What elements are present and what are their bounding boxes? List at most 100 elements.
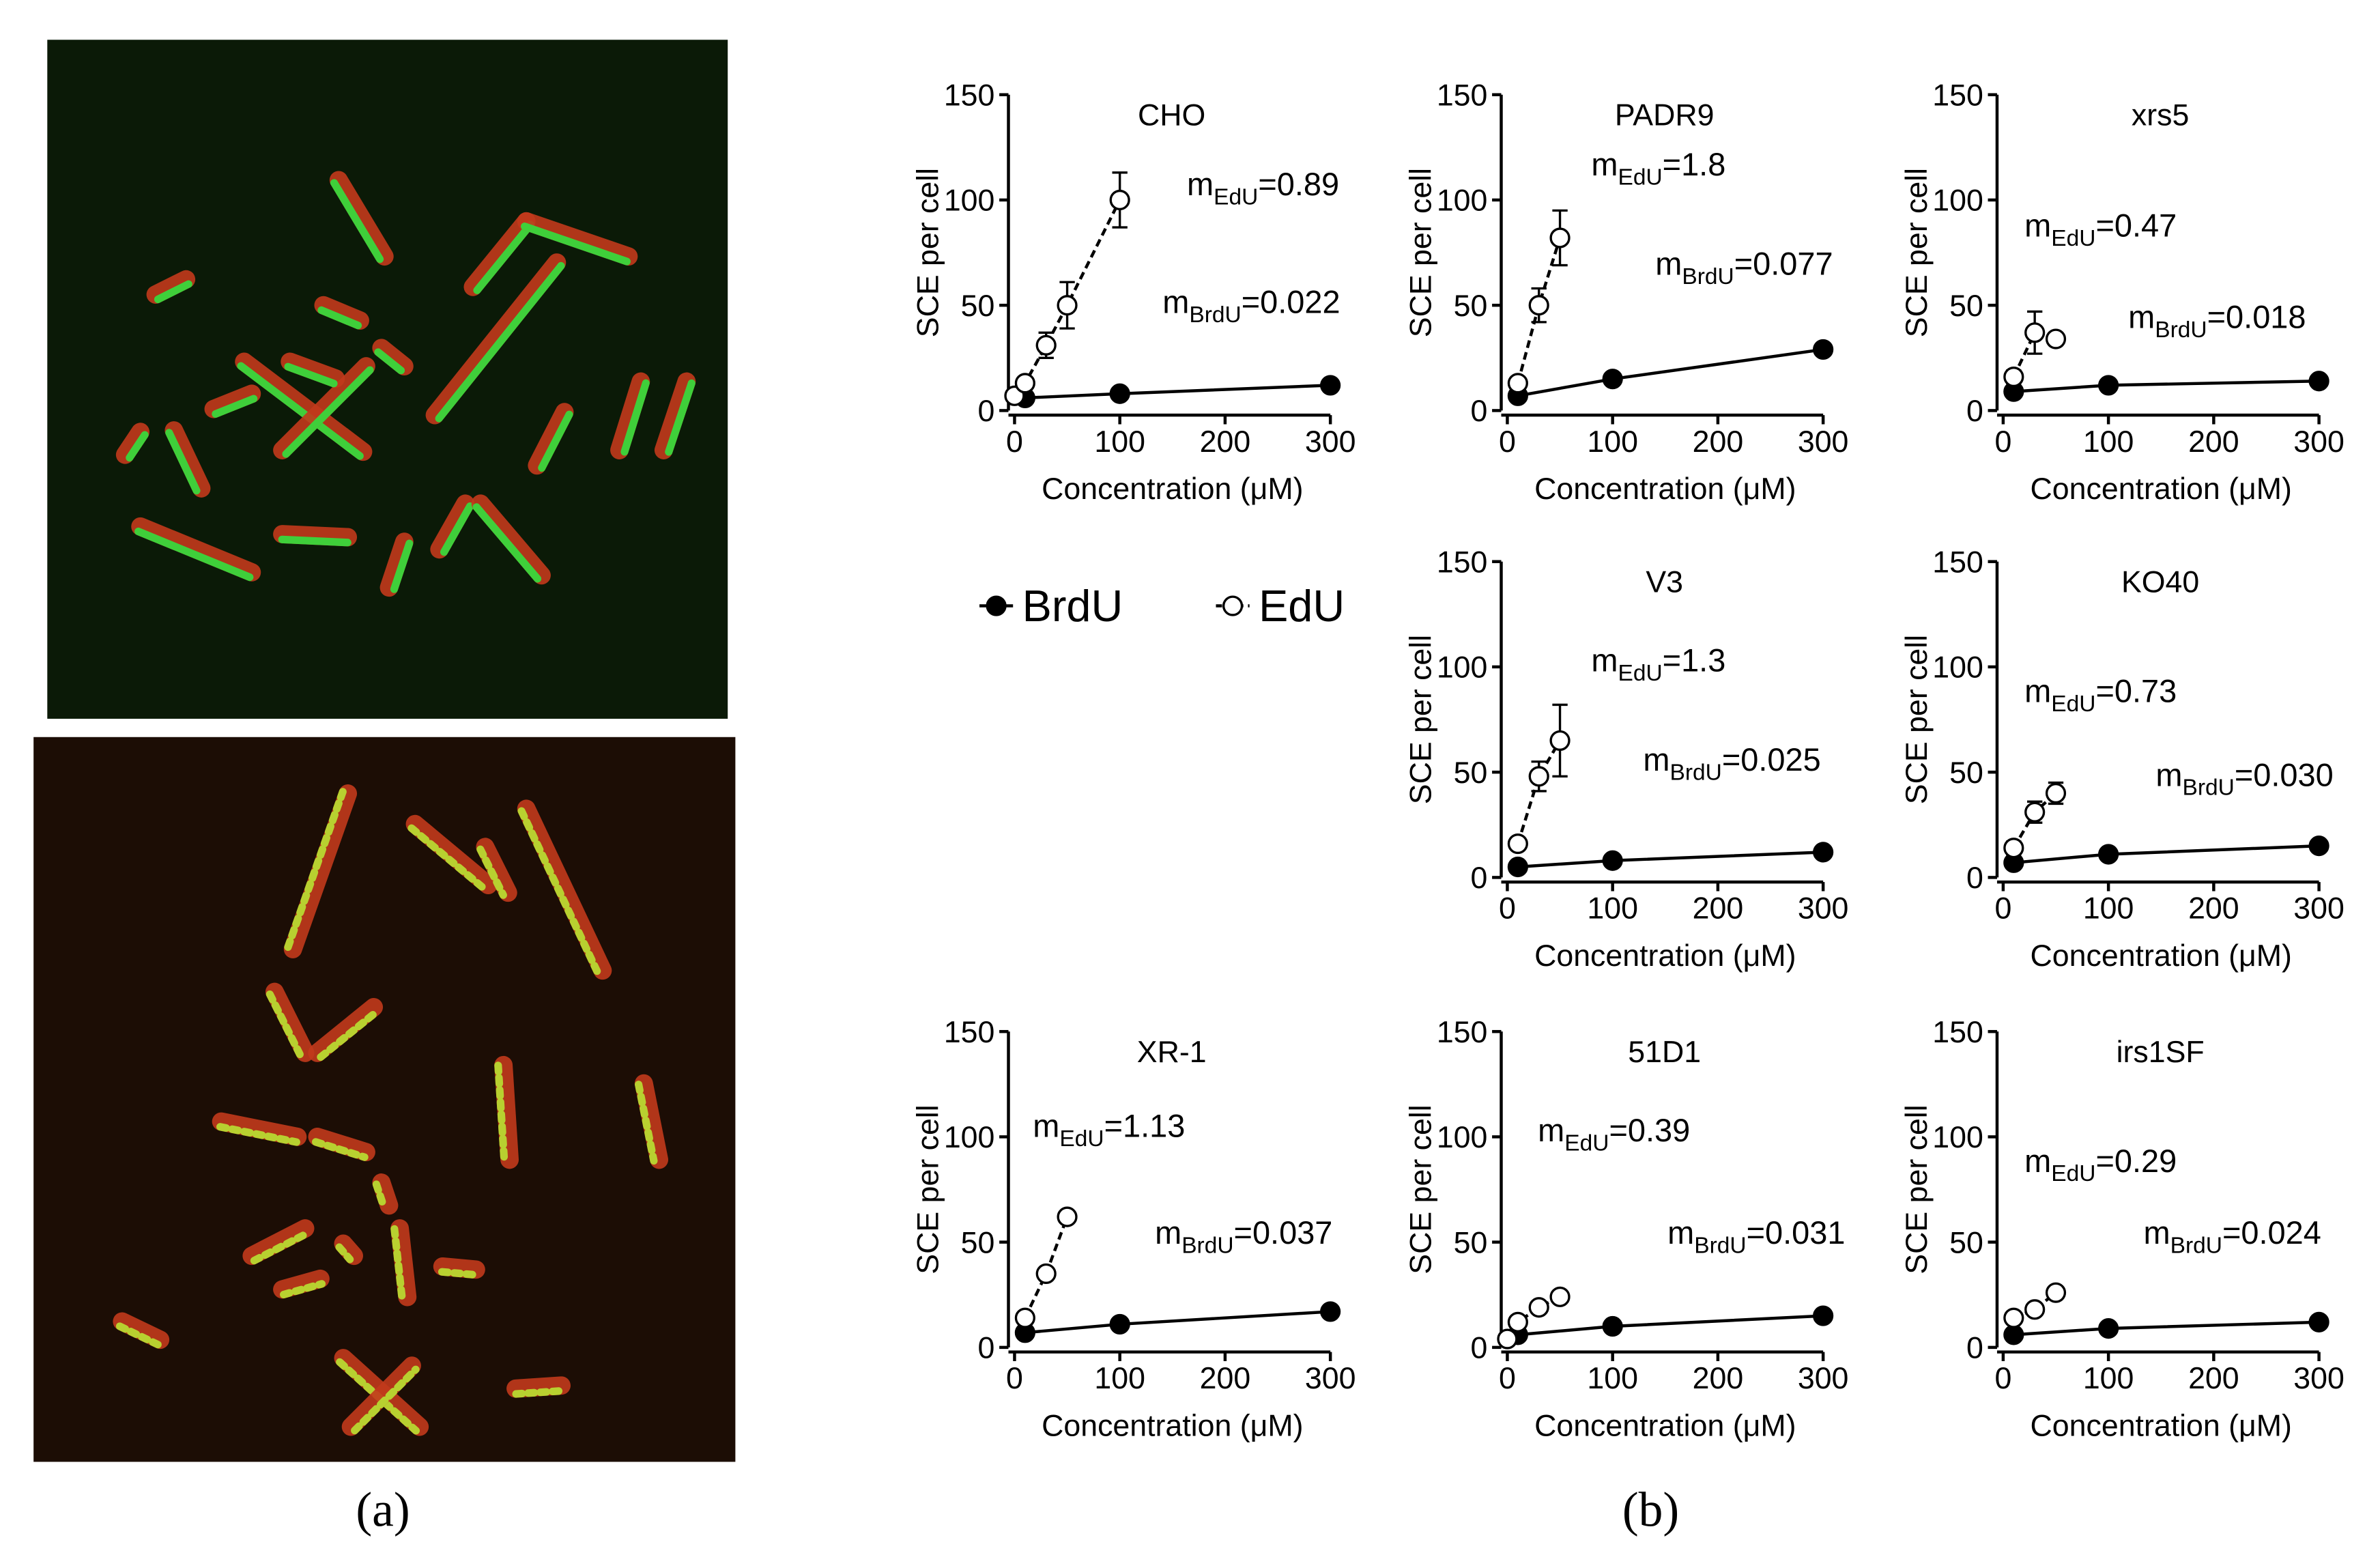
- x-axis-label: Concentration (μM): [2031, 472, 2292, 506]
- chromosome: [131, 517, 261, 582]
- y-tick-label: 150: [1932, 545, 1983, 579]
- chromosome: [265, 982, 315, 1062]
- chromatid: [435, 261, 565, 423]
- y-tick-label: 50: [1949, 289, 1983, 323]
- x-tick-label: 100: [2083, 425, 2134, 459]
- x-axis-label: Concentration (μM): [1534, 472, 1796, 506]
- data-point: [1320, 1301, 1341, 1322]
- chromatid: [635, 1081, 658, 1165]
- x-tick-label: 300: [2293, 1362, 2345, 1395]
- slope-symbol: m: [1591, 643, 1618, 679]
- series-line: [2013, 844, 2319, 865]
- series-line: [1024, 1310, 1331, 1335]
- x-tick-label: 0: [1994, 892, 2011, 926]
- x-axis-label: Concentration (μM): [1042, 472, 1303, 506]
- x-tick-label: 200: [1693, 1362, 1744, 1395]
- chromatid: [154, 280, 192, 304]
- y-tick-label: 0: [1471, 395, 1488, 428]
- x-tick-label: 300: [1798, 1362, 1849, 1395]
- data-point: [1528, 766, 1549, 787]
- data-point: [1528, 1297, 1549, 1318]
- y-tick-label: 100: [1437, 184, 1488, 218]
- slope-value: =0.018: [2207, 300, 2306, 335]
- chromatid: [284, 788, 347, 952]
- chromosomes: [113, 171, 696, 1436]
- x-tick-label: 300: [1305, 425, 1356, 459]
- chromatid: [390, 539, 414, 593]
- x-tick-label: 100: [2083, 1362, 2134, 1395]
- slope-symbol: m: [2155, 757, 2182, 793]
- y-tick-label: 0: [1966, 1332, 1983, 1365]
- slope-label: mBrdU=0.024: [2144, 1215, 2321, 1258]
- y-tick-label: 0: [978, 1332, 995, 1365]
- y-tick-label: 0: [1966, 861, 1983, 895]
- chromosome: [308, 1127, 375, 1162]
- slope-value: =0.39: [1609, 1113, 1690, 1148]
- y-tick-label: 0: [978, 395, 995, 428]
- slope-value: =0.89: [1258, 167, 1339, 202]
- series-line: [1517, 347, 1824, 398]
- micrograph-top: [47, 40, 728, 719]
- slope-symbol: m: [2024, 1143, 2051, 1179]
- x-tick-label: 100: [1587, 1362, 1638, 1395]
- slope-value: =0.47: [2095, 208, 2177, 244]
- data-point: [2098, 1318, 2119, 1339]
- chromosome: [390, 1219, 417, 1307]
- data-point: [1549, 1286, 1571, 1307]
- chromosome: [430, 494, 475, 559]
- x-tick-label: 300: [2293, 892, 2345, 926]
- data-point: [2024, 322, 2046, 343]
- chromatid: [407, 824, 489, 894]
- chromosome: [471, 494, 551, 585]
- slope-value: =0.29: [2095, 1143, 2177, 1179]
- y-tick-label: 100: [1437, 651, 1488, 685]
- data-point: [2045, 328, 2067, 349]
- slope-symbol: m: [1033, 1108, 1059, 1143]
- chromosome: [517, 799, 612, 980]
- x-tick-label: 200: [2188, 892, 2239, 926]
- slope-symbol: m: [1667, 1215, 1694, 1251]
- y-tick-label: 50: [1949, 756, 1983, 790]
- slope-value: =0.037: [1234, 1215, 1333, 1251]
- slope-symbol: m: [1155, 1215, 1181, 1251]
- data-point: [2098, 844, 2119, 865]
- slope-subscript: EdU: [2051, 691, 2095, 717]
- chromatid: [280, 1280, 326, 1299]
- panel-label: (a): [356, 1483, 410, 1537]
- chromosome: [329, 171, 394, 266]
- chromosome: [610, 372, 650, 459]
- legend-marker: [986, 595, 1007, 616]
- y-axis-label: SCE per cell: [1900, 168, 1934, 337]
- x-axis-label: Concentration (μM): [1042, 1410, 1303, 1443]
- x-tick-label: 0: [1006, 425, 1023, 459]
- x-tick-label: 200: [2188, 1362, 2239, 1395]
- chromosome: [463, 212, 536, 296]
- data-point: [2003, 366, 2024, 388]
- data-point: [2024, 801, 2046, 823]
- slope-subscript: BrdU: [1669, 760, 1721, 785]
- slope-symbol: m: [2024, 673, 2051, 709]
- chromatid: [521, 223, 631, 266]
- x-tick-label: 0: [1499, 425, 1516, 459]
- data-point: [1528, 295, 1549, 316]
- y-tick-label: 0: [1966, 395, 1983, 428]
- chromosome: [113, 1312, 170, 1350]
- y-axis-label: SCE per cell: [1405, 635, 1438, 804]
- chromosome: [212, 1112, 307, 1146]
- slope-label: mBrdU=0.037: [1155, 1215, 1332, 1258]
- slope-subscript: EdU: [1059, 1126, 1104, 1152]
- slope-subscript: BrdU: [2155, 317, 2207, 343]
- slope-value: =1.13: [1104, 1108, 1186, 1143]
- chart-title: xrs5: [2132, 98, 2189, 132]
- x-tick-label: 100: [2083, 892, 2134, 926]
- slope-label: mEdU=0.89: [1187, 167, 1339, 210]
- x-tick-label: 100: [1587, 425, 1638, 459]
- x-tick-label: 0: [1499, 892, 1516, 926]
- x-axis-label: Concentration (μM): [2031, 1410, 2292, 1443]
- slope-symbol: m: [1538, 1113, 1564, 1148]
- chromosome: [372, 1173, 399, 1215]
- chromosome: [334, 1234, 363, 1266]
- data-point: [1813, 842, 1834, 863]
- slope-label: mBrdU=0.030: [2155, 757, 2333, 800]
- slope-symbol: m: [1162, 284, 1189, 319]
